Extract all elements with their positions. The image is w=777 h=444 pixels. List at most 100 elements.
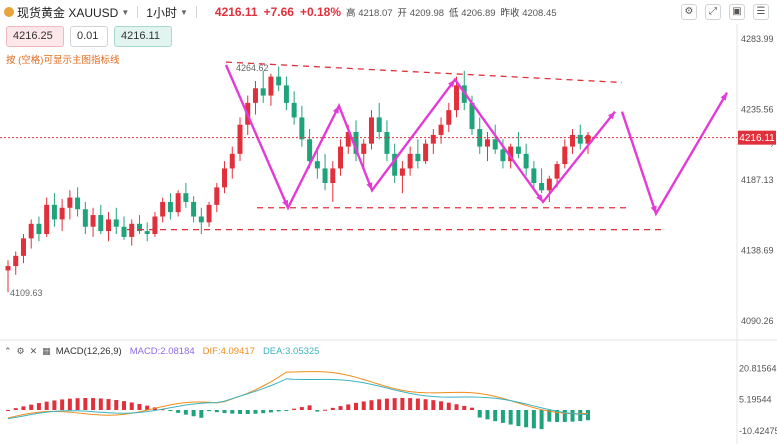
macd-histogram-bar — [470, 407, 474, 410]
macd-histogram-bar — [539, 410, 544, 430]
macd-histogram-bar — [361, 401, 366, 410]
macd-histogram-bar — [462, 405, 467, 410]
candle-body — [515, 146, 521, 154]
macd-histogram-bar — [284, 410, 289, 411]
candle-body — [430, 134, 436, 144]
candle-body — [113, 219, 119, 227]
chart-type-icon[interactable]: ▦ — [42, 346, 51, 357]
macd-histogram-bar — [214, 410, 219, 413]
candle-body — [260, 88, 266, 96]
macd-histogram-bar — [377, 399, 382, 410]
hide-indicator-icon[interactable]: ⌃ — [4, 346, 12, 357]
macd-panel — [6, 371, 590, 430]
macd-histogram-bar — [346, 404, 351, 410]
symbol-dropdown-icon[interactable]: ▼ — [121, 7, 130, 17]
candle-body — [577, 134, 583, 144]
macd-histogram-bar — [36, 403, 41, 410]
forecast-arrowhead — [448, 79, 455, 88]
bid-price-button[interactable]: 4216.25 — [6, 26, 64, 47]
price-axis-label: 4138.69 — [741, 245, 774, 255]
macd-histogram-bar — [516, 410, 521, 426]
macd-histogram-bar — [83, 398, 88, 410]
macd-name[interactable]: MACD(12,26,9) — [55, 346, 122, 357]
settings-icon[interactable]: ⚙ — [16, 346, 25, 357]
candle-body — [160, 201, 166, 217]
candle-body — [345, 132, 351, 147]
ohlc-low: 低 4206.89 — [449, 8, 496, 19]
macd-histogram-bar — [555, 410, 560, 422]
macd-histogram-bar — [307, 405, 312, 410]
macd-histogram-bar — [6, 410, 10, 411]
dif-value: DIF:4.09417 — [202, 346, 255, 357]
settings-icon[interactable]: ☰ — [753, 4, 769, 20]
macd-histogram-bar — [369, 400, 374, 410]
forecast-arrowhead — [366, 182, 373, 191]
macd-histogram-bar — [562, 410, 567, 422]
candle-body — [353, 132, 359, 154]
current-price-tag — [738, 130, 776, 145]
dif-line — [7, 371, 589, 419]
ask-price-button[interactable]: 4216.11 — [114, 26, 172, 47]
candle-body — [198, 216, 204, 223]
chart-settings-icon[interactable]: ⚙ — [681, 4, 697, 20]
macd-histogram-bar — [122, 401, 126, 410]
macd-histogram-bar — [261, 410, 266, 414]
macd-histogram-bar — [207, 410, 212, 412]
close-icon[interactable]: ✕ — [29, 346, 38, 357]
macd-histogram-bar — [230, 410, 235, 414]
symbol-name[interactable]: 现货黄金 XAUUSD — [17, 5, 119, 20]
candle-body — [222, 168, 228, 188]
candle-body — [500, 149, 506, 162]
candle-body — [399, 168, 405, 176]
macd-histogram-bar — [400, 398, 405, 410]
high-annotation: 4264.62 — [236, 63, 269, 73]
macd-histogram-bar — [570, 410, 575, 422]
divider — [195, 6, 197, 18]
candle-body — [51, 204, 57, 220]
dea-value: DEA:3.05325 — [262, 346, 320, 357]
symbol-icon — [4, 7, 14, 17]
chart-header: 现货黄金 XAUUSD ▼ 1小时 ▼ 4216.11 +7.66 +0.18%… — [0, 0, 777, 24]
candle-body — [376, 117, 382, 132]
collapse-arrow-icon: › — [770, 141, 774, 151]
macd-histogram-bar — [524, 410, 529, 428]
candle-body — [415, 153, 421, 162]
fullscreen-icon[interactable]: ⤢ — [705, 4, 721, 20]
macd-histogram-bar — [106, 399, 111, 410]
candle-body — [299, 117, 305, 140]
candle-body — [307, 139, 313, 162]
macd-histogram-bar — [586, 410, 590, 421]
macd-histogram-bar — [253, 410, 258, 414]
macd-histogram-bar — [408, 398, 413, 410]
macd-axis: 20.81564 5.19544 -10.42475 — [739, 363, 777, 435]
candle-body — [484, 139, 490, 147]
macd-histogram-bar — [114, 399, 119, 410]
macd-histogram-bar — [500, 410, 505, 423]
current-price-label: 4216.11 — [739, 133, 775, 144]
lot-size-input[interactable]: 0.01 — [70, 26, 108, 47]
candle-body — [75, 197, 81, 210]
forecast-arrowhead — [332, 105, 339, 114]
timeframe-selector[interactable]: 1小时 — [146, 5, 177, 20]
macd-histogram-bar — [338, 406, 343, 410]
forecast-arrowhead — [650, 205, 657, 214]
macd-histogram-bar — [578, 410, 583, 422]
screenshot-icon[interactable]: ▣ — [729, 4, 745, 20]
macd-histogram-bar — [91, 398, 96, 410]
trendline — [225, 61, 623, 84]
current-price: 4216.11 — [214, 5, 258, 19]
macd-histogram-bar — [52, 400, 57, 410]
candle-body — [276, 76, 282, 86]
toolbar: ⚙ ⤢ ▣ ☰ — [681, 4, 769, 20]
forecast-arrowhead — [536, 194, 543, 202]
macd-histogram-bar — [21, 406, 26, 410]
candle-body — [322, 168, 328, 183]
candle-body — [175, 193, 181, 213]
timeframe-dropdown-icon[interactable]: ▼ — [179, 7, 188, 17]
macd-histogram-bar — [531, 410, 536, 429]
macd-histogram-bar — [145, 405, 150, 410]
candle-body — [144, 231, 150, 234]
ohlc-high: 高 4218.07 — [346, 8, 393, 19]
candle-body — [585, 137, 591, 144]
